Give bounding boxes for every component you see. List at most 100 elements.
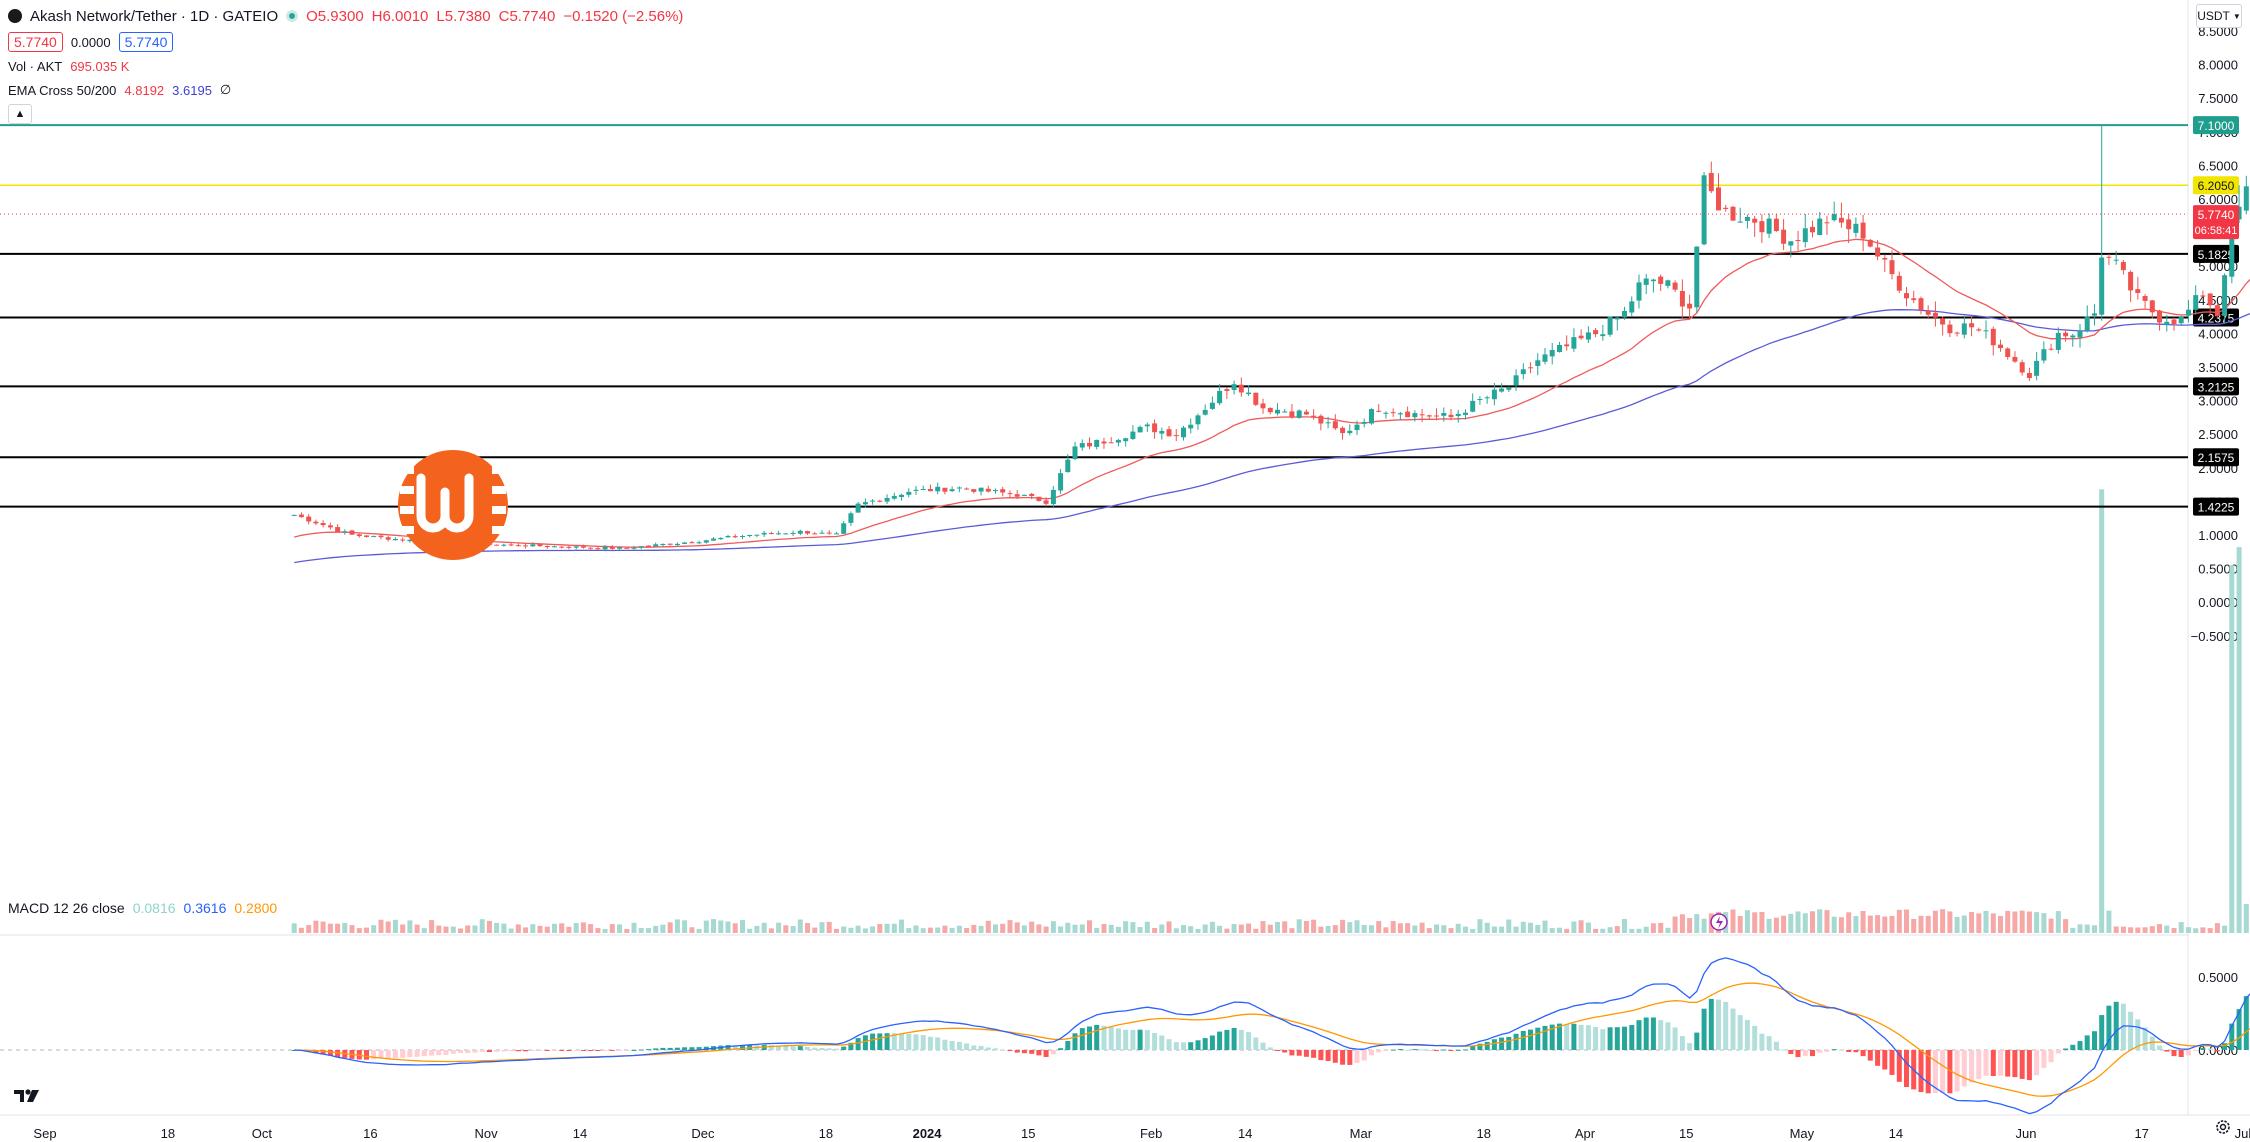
- gear-icon[interactable]: [2214, 1118, 2232, 1136]
- macd-hist-bar: [1202, 1038, 1208, 1050]
- macd-hist-bar: [826, 1048, 832, 1050]
- volume-bar: [1463, 926, 1468, 933]
- macd-hist-bar: [465, 1050, 471, 1053]
- macd-hist-bar: [1101, 1025, 1107, 1050]
- macd-hist-bar: [501, 1050, 507, 1052]
- macd-hist-bar: [1470, 1046, 1476, 1050]
- macd-y-tick-label: 0.5000: [2198, 970, 2238, 985]
- volume-bar: [819, 922, 825, 933]
- x-tick-label: Nov: [474, 1126, 498, 1141]
- volume-bar: [1434, 924, 1439, 933]
- candle-body: [1058, 473, 1064, 491]
- macd-hist-bar: [1115, 1028, 1121, 1050]
- candle-body: [2178, 316, 2184, 324]
- volume-bar: [2200, 927, 2206, 933]
- candle-body: [1455, 413, 1461, 416]
- macd-hist-bar: [1506, 1036, 1512, 1050]
- volume-bar: [407, 920, 413, 933]
- volume-bar: [1802, 913, 1808, 933]
- volume-bar: [327, 923, 333, 933]
- volume-bar: [2113, 926, 2119, 933]
- macd-hist-bar: [1824, 1050, 1830, 1052]
- candle-body: [1166, 429, 1172, 437]
- volume-bar: [1282, 921, 1288, 933]
- volume-bar: [1824, 910, 1830, 933]
- candle-body: [407, 539, 413, 542]
- volume-bar: [689, 927, 695, 933]
- macd-hist-bar: [1954, 1050, 1960, 1092]
- volume-bar: [1275, 922, 1280, 933]
- level-tag-bg: [2193, 497, 2239, 516]
- candle-body: [1123, 438, 1129, 442]
- candle-body: [2214, 305, 2220, 316]
- y-tick-label: −0.5000: [2191, 629, 2238, 644]
- macd-hist-value: 0.0816: [132, 900, 176, 916]
- macd-hist-bar: [1137, 1029, 1143, 1050]
- macd-hist-bar: [523, 1050, 529, 1052]
- volume-bar: [2070, 927, 2076, 933]
- volume-bar: [1332, 925, 1338, 933]
- candle-body: [964, 488, 970, 490]
- candle-body: [537, 544, 543, 547]
- candle-body: [747, 535, 753, 536]
- candle-body: [1108, 442, 1114, 444]
- candle-body: [1115, 439, 1121, 443]
- candle-body: [1043, 500, 1049, 504]
- volume-bar: [1658, 922, 1664, 933]
- volume-bar: [450, 926, 456, 933]
- level-price-tag: 7.1000: [2193, 116, 2239, 135]
- candle-body: [1376, 410, 1382, 412]
- candle-body: [956, 487, 962, 489]
- candle-body: [942, 487, 948, 492]
- volume-bar: [1506, 919, 1512, 933]
- candle-body: [1535, 360, 1541, 366]
- candle-body: [1990, 328, 1996, 346]
- macd-hist-bar: [624, 1050, 630, 1051]
- candle-body: [711, 538, 716, 541]
- volume-bar: [1520, 921, 1526, 933]
- logo-notch: [400, 486, 414, 494]
- volume-bar: [2012, 911, 2018, 933]
- volume-bar: [320, 921, 326, 933]
- volume-bar: [458, 928, 463, 933]
- macd-hist-bar: [1882, 1050, 1888, 1070]
- candle-body: [1029, 493, 1035, 496]
- level-tag-label: 2.1575: [2198, 451, 2235, 465]
- volume-bar: [660, 924, 666, 933]
- volume-bar: [848, 927, 854, 933]
- candle-body: [1911, 298, 1917, 301]
- sell-price-box[interactable]: 5.7740: [8, 32, 63, 52]
- candle-body: [949, 489, 955, 492]
- candle-body: [1578, 335, 1584, 339]
- volume-bar: [400, 924, 406, 933]
- candle-body: [1065, 459, 1071, 473]
- high-value: H6.0010: [371, 7, 429, 25]
- x-tick-label: Jun: [2016, 1126, 2037, 1141]
- candle-body: [1766, 218, 1772, 234]
- macd-hist-bar: [768, 1045, 774, 1050]
- macd-hist-bar: [1571, 1023, 1577, 1050]
- macd-hist-bar: [1123, 1029, 1129, 1050]
- symbol-title[interactable]: Akash Network/Tether · 1D · GATEIO: [30, 7, 279, 25]
- volume-bar: [2142, 927, 2148, 933]
- volume-bar: [1491, 926, 1497, 933]
- macd-hist-bar: [1426, 1049, 1432, 1051]
- candle-body: [776, 533, 782, 535]
- volume-bar: [1072, 924, 1078, 933]
- buy-price-box[interactable]: 5.7740: [118, 32, 174, 52]
- candle-body: [1679, 291, 1685, 307]
- volume-bar: [2207, 928, 2213, 933]
- volume-bar: [2026, 911, 2032, 933]
- macd-hist-bar: [1253, 1037, 1259, 1050]
- macd-hist-bar: [956, 1041, 962, 1050]
- candle-body: [848, 513, 854, 523]
- currency-selector[interactable]: USDT ▼: [2196, 4, 2242, 28]
- tradingview-logo-icon[interactable]: [12, 1086, 42, 1106]
- volume-bar: [1000, 923, 1006, 933]
- market-status-icon[interactable]: [286, 10, 299, 22]
- macd-hist-bar: [1831, 1049, 1837, 1051]
- volume-bar: [1144, 921, 1150, 933]
- candle-body: [371, 536, 377, 538]
- chevron-up-icon[interactable]: ▲: [8, 104, 32, 124]
